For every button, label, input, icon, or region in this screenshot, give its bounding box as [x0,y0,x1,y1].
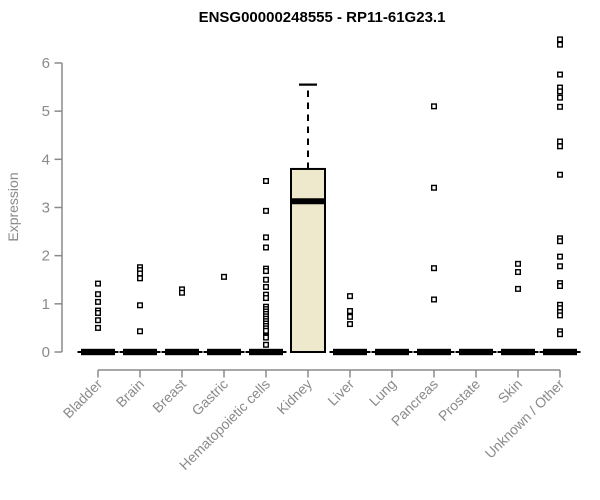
outlier-point [263,327,270,334]
outlier-point [557,143,564,150]
y-tick-label: 1 [42,296,50,313]
collapsed-box-pancreas [417,348,451,356]
outlier-point [94,317,101,324]
y-tick-label: 5 [42,103,50,120]
outlier-point [263,334,270,341]
outlier-point [557,138,564,145]
y-tick-label: 0 [42,344,50,361]
category-label: Pancreas [388,376,441,429]
collapsed-box-breast [165,348,199,356]
category-label: Breast [149,376,189,416]
outlier-point [557,253,564,260]
outlier-point [557,312,564,319]
collapsed-box-brain [123,348,157,356]
outlier-point [136,270,143,277]
collapsed-box-bladder [81,348,115,356]
category-label: Kidney [274,376,316,418]
outlier-point [136,302,143,309]
outlier-point [94,309,101,316]
outlier-point [557,331,564,338]
outlier-point [94,291,101,298]
collapsed-box-skin [501,348,535,356]
y-tick-label: 2 [42,248,50,265]
outlier-point [263,268,270,275]
outlier-point [94,298,101,305]
outlier-point [263,207,270,214]
outlier-point [557,263,564,270]
category-label: Prostate [435,376,483,424]
outlier-point [557,36,564,43]
collapsed-box-gastric [207,348,241,356]
chart-title: ENSG00000248555 - RP11-61G23.1 [198,9,446,26]
outlier-point [557,88,564,95]
outlier-point [557,41,564,48]
outlier-point [220,273,227,280]
category-label: Skin [495,376,526,407]
collapsed-box-unknown-other [543,348,577,356]
outlier-point [263,177,270,184]
outlier-point [431,296,438,303]
y-tick-label: 6 [42,55,50,72]
y-tick-label: 4 [42,151,50,168]
outlier-point [263,244,270,251]
outlier-point [557,171,564,178]
collapsed-box-prostate [459,348,493,356]
outlier-point [94,280,101,287]
category-label: Bladder [60,376,106,422]
outlier-point [263,341,270,348]
outlier-point [263,283,270,290]
outlier-point [515,269,522,276]
outlier-point [557,94,564,101]
outlier-point [515,285,522,292]
y-axis-title: Expression [5,172,21,242]
category-label: Lung [366,376,399,409]
y-tick-label: 3 [42,199,50,216]
category-label: Unknown / Other [482,376,568,462]
outlier-point [557,103,564,110]
category-label: Brain [113,376,147,410]
outlier-point [263,295,270,302]
outlier-point [347,293,354,300]
outlier-point [347,308,354,315]
outlier-point [557,283,564,290]
outlier-point [431,103,438,110]
outlier-point [557,71,564,78]
outlier-point [94,324,101,331]
outlier-point [136,275,143,282]
outlier-point [557,238,564,245]
outlier-point [431,265,438,272]
collapsed-box-hematopoietic-cells [249,348,283,356]
outlier-point [347,321,354,328]
outlier-point [431,184,438,191]
outlier-point [515,260,522,267]
category-label: Liver [324,376,357,409]
box-kidney [290,167,326,353]
outlier-point [178,289,185,296]
collapsed-box-liver [333,348,367,356]
outlier-point [136,328,143,335]
outlier-point [347,313,354,320]
outlier-point [263,276,270,283]
collapsed-box-lung [375,348,409,356]
outlier-point [263,234,270,241]
